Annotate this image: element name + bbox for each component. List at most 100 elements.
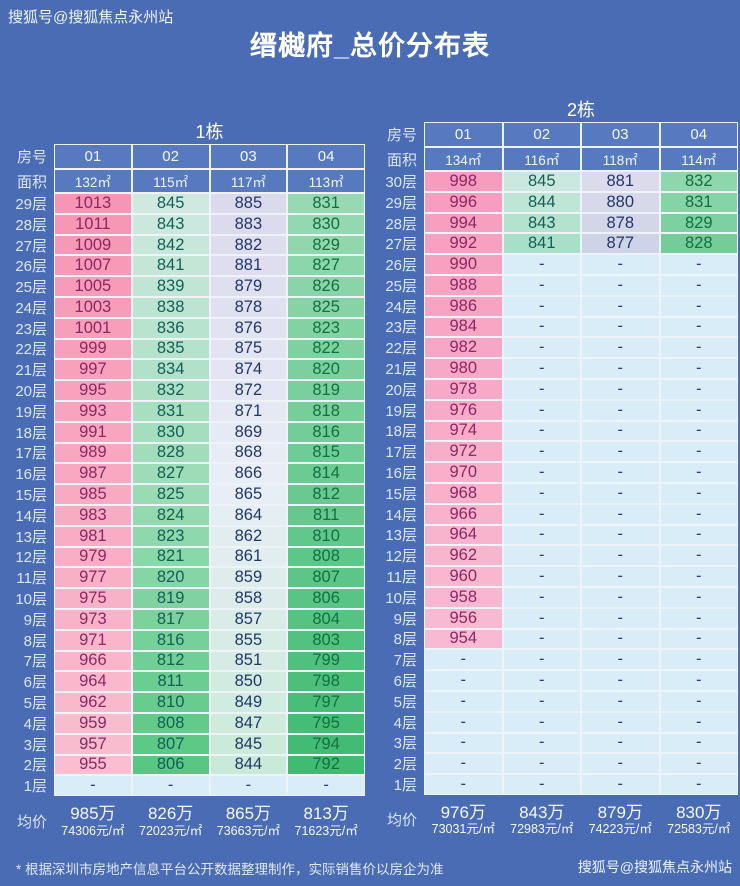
price-cell: 844 bbox=[502, 191, 581, 213]
price-cell: - bbox=[502, 628, 581, 650]
price-cell: - bbox=[581, 337, 660, 359]
price-cell: 865 bbox=[209, 484, 288, 505]
floor-row: 10层 975 819 858 806 bbox=[8, 588, 365, 609]
price-cell: - bbox=[659, 358, 738, 379]
floor-label: 26层 bbox=[385, 257, 417, 275]
price-cell: 962 bbox=[424, 545, 503, 567]
floor-label: 2层 bbox=[393, 756, 417, 774]
floor-label: 19层 bbox=[15, 403, 47, 421]
room-header-cell: 01 bbox=[54, 144, 132, 169]
price-cell: - bbox=[502, 690, 581, 712]
price-cell: - bbox=[581, 441, 660, 463]
floor-row: 20层 978- - - bbox=[378, 378, 738, 400]
price-cell: 831 bbox=[131, 400, 210, 422]
floor-row: 4层 959 808 847 795 bbox=[8, 712, 365, 734]
floor-label: 18层 bbox=[15, 424, 47, 442]
price-cell: 816 bbox=[131, 629, 210, 651]
floor-label: 3层 bbox=[23, 736, 47, 754]
average-cell: 826万 72023元/㎡ bbox=[132, 804, 210, 838]
price-cell: - bbox=[424, 711, 503, 733]
price-cell: 861 bbox=[209, 546, 288, 568]
room-header-label: 房号 bbox=[16, 149, 47, 166]
price-cell: 828 bbox=[131, 442, 210, 464]
floor-row: 18层 991 830 869 816 bbox=[8, 421, 365, 443]
floor-row: 7层 966 812 851 799 bbox=[8, 650, 365, 672]
floor-label: 1层 bbox=[23, 778, 47, 796]
price-cell: - bbox=[424, 753, 503, 775]
price-cell: - bbox=[581, 358, 660, 379]
price-cell: - bbox=[659, 586, 738, 608]
floor-row: 26层 1007 841 881 827 bbox=[8, 255, 365, 277]
floor-row: 20层 995 832 872 819 bbox=[8, 380, 365, 401]
price-cell: 992 bbox=[424, 233, 503, 255]
floor-row: 1层 - - - - bbox=[8, 775, 365, 797]
price-cell: 811 bbox=[287, 504, 365, 526]
price-cell: 976 bbox=[424, 399, 503, 421]
price-cell: 806 bbox=[287, 588, 365, 609]
average-unit-price: 73031元/㎡ bbox=[431, 822, 495, 837]
price-cell: 995 bbox=[54, 380, 132, 401]
price-cell: 983 bbox=[54, 504, 132, 526]
price-cell: 954 bbox=[424, 628, 503, 650]
area-cell: 118㎡ bbox=[581, 147, 660, 171]
floor-label: 16层 bbox=[385, 465, 417, 483]
price-cell: - bbox=[502, 670, 581, 691]
average-unit-price: 72583元/㎡ bbox=[667, 822, 731, 837]
floor-row: 29层 996 844 880 831 bbox=[378, 191, 738, 213]
floor-label: 24层 bbox=[15, 299, 47, 317]
price-cell: - bbox=[659, 295, 738, 317]
average-cell: 879万 74223元/㎡ bbox=[581, 803, 660, 837]
price-cell: 1013 bbox=[54, 193, 132, 214]
price-cell: 993 bbox=[54, 400, 132, 422]
price-cell: - bbox=[502, 753, 581, 775]
price-cell: - bbox=[659, 462, 738, 483]
price-cell: - bbox=[659, 503, 738, 525]
price-cell: - bbox=[581, 586, 660, 608]
floor-row: 13层 981 823 862 810 bbox=[8, 525, 365, 547]
price-cell: 832 bbox=[659, 171, 738, 192]
price-cell: - bbox=[659, 316, 738, 338]
floor-label: 1层 bbox=[393, 777, 417, 795]
price-cell: - bbox=[659, 441, 738, 463]
price-cell: - bbox=[502, 482, 581, 504]
room-header-cell: 03 bbox=[209, 144, 288, 169]
floor-label: 13层 bbox=[385, 527, 417, 545]
price-cell: 832 bbox=[131, 380, 210, 401]
price-cell: - bbox=[502, 378, 581, 400]
floor-row: 9层 973 817 857 804 bbox=[8, 608, 365, 630]
price-cell: 816 bbox=[287, 421, 365, 443]
price-cell: 830 bbox=[131, 421, 210, 443]
price-cell: - bbox=[424, 649, 503, 671]
price-cell: 831 bbox=[659, 191, 738, 213]
room-header-cell: 03 bbox=[581, 122, 660, 147]
price-cell: - bbox=[502, 441, 581, 463]
floor-label: 7层 bbox=[23, 653, 47, 671]
price-cell: 812 bbox=[131, 650, 210, 672]
average-unit-price: 74306元/㎡ bbox=[61, 823, 125, 838]
price-cell: 878 bbox=[209, 296, 288, 318]
floor-label: 8层 bbox=[23, 632, 47, 650]
price-cell: - bbox=[581, 316, 660, 338]
price-cell: 964 bbox=[424, 524, 503, 546]
floor-label: 30层 bbox=[385, 173, 417, 191]
floor-label: 28层 bbox=[385, 215, 417, 233]
floor-row: 25层 988- - - bbox=[378, 274, 738, 296]
floor-row: 4层 - - - - bbox=[378, 711, 738, 733]
price-cell: 994 bbox=[424, 212, 503, 234]
price-cell: 879 bbox=[209, 276, 288, 297]
price-cell: 807 bbox=[287, 567, 365, 589]
floor-row: 24层 986- - - bbox=[378, 295, 738, 317]
floor-row: 14层 983 824 864 811 bbox=[8, 504, 365, 526]
floor-row: 12层 962- - - bbox=[378, 545, 738, 567]
price-cell: 984 bbox=[424, 316, 503, 338]
price-cell: 999 bbox=[54, 338, 132, 360]
price-cell: - bbox=[581, 690, 660, 712]
price-cell: 822 bbox=[287, 338, 365, 360]
price-cell: 828 bbox=[659, 233, 738, 255]
price-cell: - bbox=[502, 586, 581, 608]
price-cell: 818 bbox=[287, 400, 365, 422]
price-cell: - bbox=[581, 378, 660, 400]
floor-row: 15层 968- - - bbox=[378, 482, 738, 504]
floor-label: 6层 bbox=[23, 674, 47, 692]
floor-row: 6层 - - - - bbox=[378, 670, 738, 691]
